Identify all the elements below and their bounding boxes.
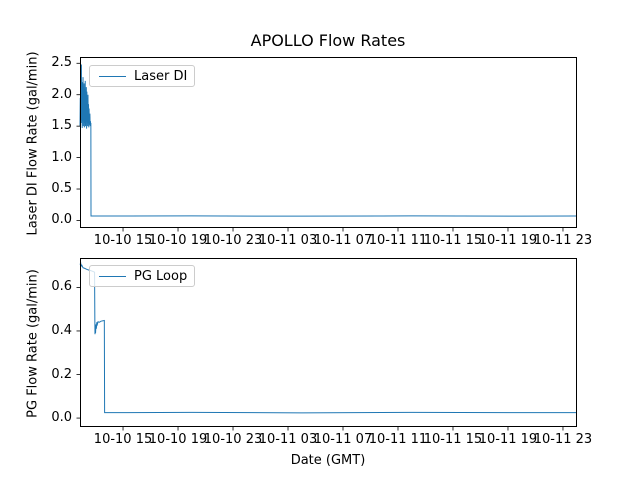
y-tick-label: 0.0 (51, 212, 72, 228)
x-tick-label: 10-11 07 (313, 432, 373, 447)
legend-label-laser-di: Laser DI (134, 68, 188, 84)
y-tick-label: 0.4 (51, 322, 72, 338)
x-tick-label: 10-10 19 (148, 233, 208, 248)
y-tick-label: 0.6 (51, 279, 72, 295)
x-tick-label: 10-11 11 (368, 233, 428, 248)
x-axis-label: Date (GMT) (290, 453, 366, 468)
x-tick-label: 10-11 07 (313, 233, 373, 248)
x-tick-label: 10-11 03 (258, 432, 318, 447)
x-tick-label: 10-10 23 (203, 233, 263, 248)
y-tick-label: 2.0 (51, 86, 72, 102)
x-tick-label: 10-11 19 (478, 233, 538, 248)
series-line-laser-di (79, 64, 578, 217)
x-tick-label: 10-11 15 (423, 432, 483, 447)
y-tick-label: 1.5 (51, 118, 72, 134)
y-axis-label-pg-loop: PG Flow Rate (gal/min) (25, 269, 41, 418)
axes-spines (80, 57, 577, 228)
x-tick-label: 10-11 23 (533, 432, 593, 447)
y-tick-label: 0.2 (51, 366, 72, 382)
x-tick-label: 10-10 15 (93, 233, 153, 248)
x-tick-label: 10-10 23 (203, 432, 263, 447)
x-tick-label: 10-11 15 (423, 233, 483, 248)
legend-label-pg-loop: PG Loop (134, 268, 188, 284)
x-tick-label: 10-11 11 (368, 432, 428, 447)
y-tick-label: 1.0 (51, 149, 72, 165)
x-tick-label: 10-10 19 (148, 432, 208, 447)
x-tick-label: 10-11 03 (258, 233, 318, 248)
y-tick-label: 2.5 (51, 55, 72, 71)
series-line-pg-loop (79, 261, 577, 414)
y-tick-label: 0.0 (51, 410, 72, 426)
axes-spines (80, 258, 577, 427)
pg-loop-plot-area (76, 258, 577, 431)
laser-di-plot-area (76, 57, 578, 232)
legend-laser-di: Laser DI (89, 65, 195, 87)
x-tick-label: 10-11 23 (533, 233, 593, 248)
legend-line-sample-icon (99, 75, 126, 77)
chart-title: APOLLO Flow Rates (250, 31, 406, 50)
x-tick-label: 10-10 15 (93, 432, 153, 447)
y-tick-label: 0.5 (51, 181, 72, 197)
legend-line-sample-icon (99, 275, 126, 277)
x-tick-label: 10-11 19 (478, 432, 538, 447)
legend-pg-loop: PG Loop (89, 265, 195, 287)
